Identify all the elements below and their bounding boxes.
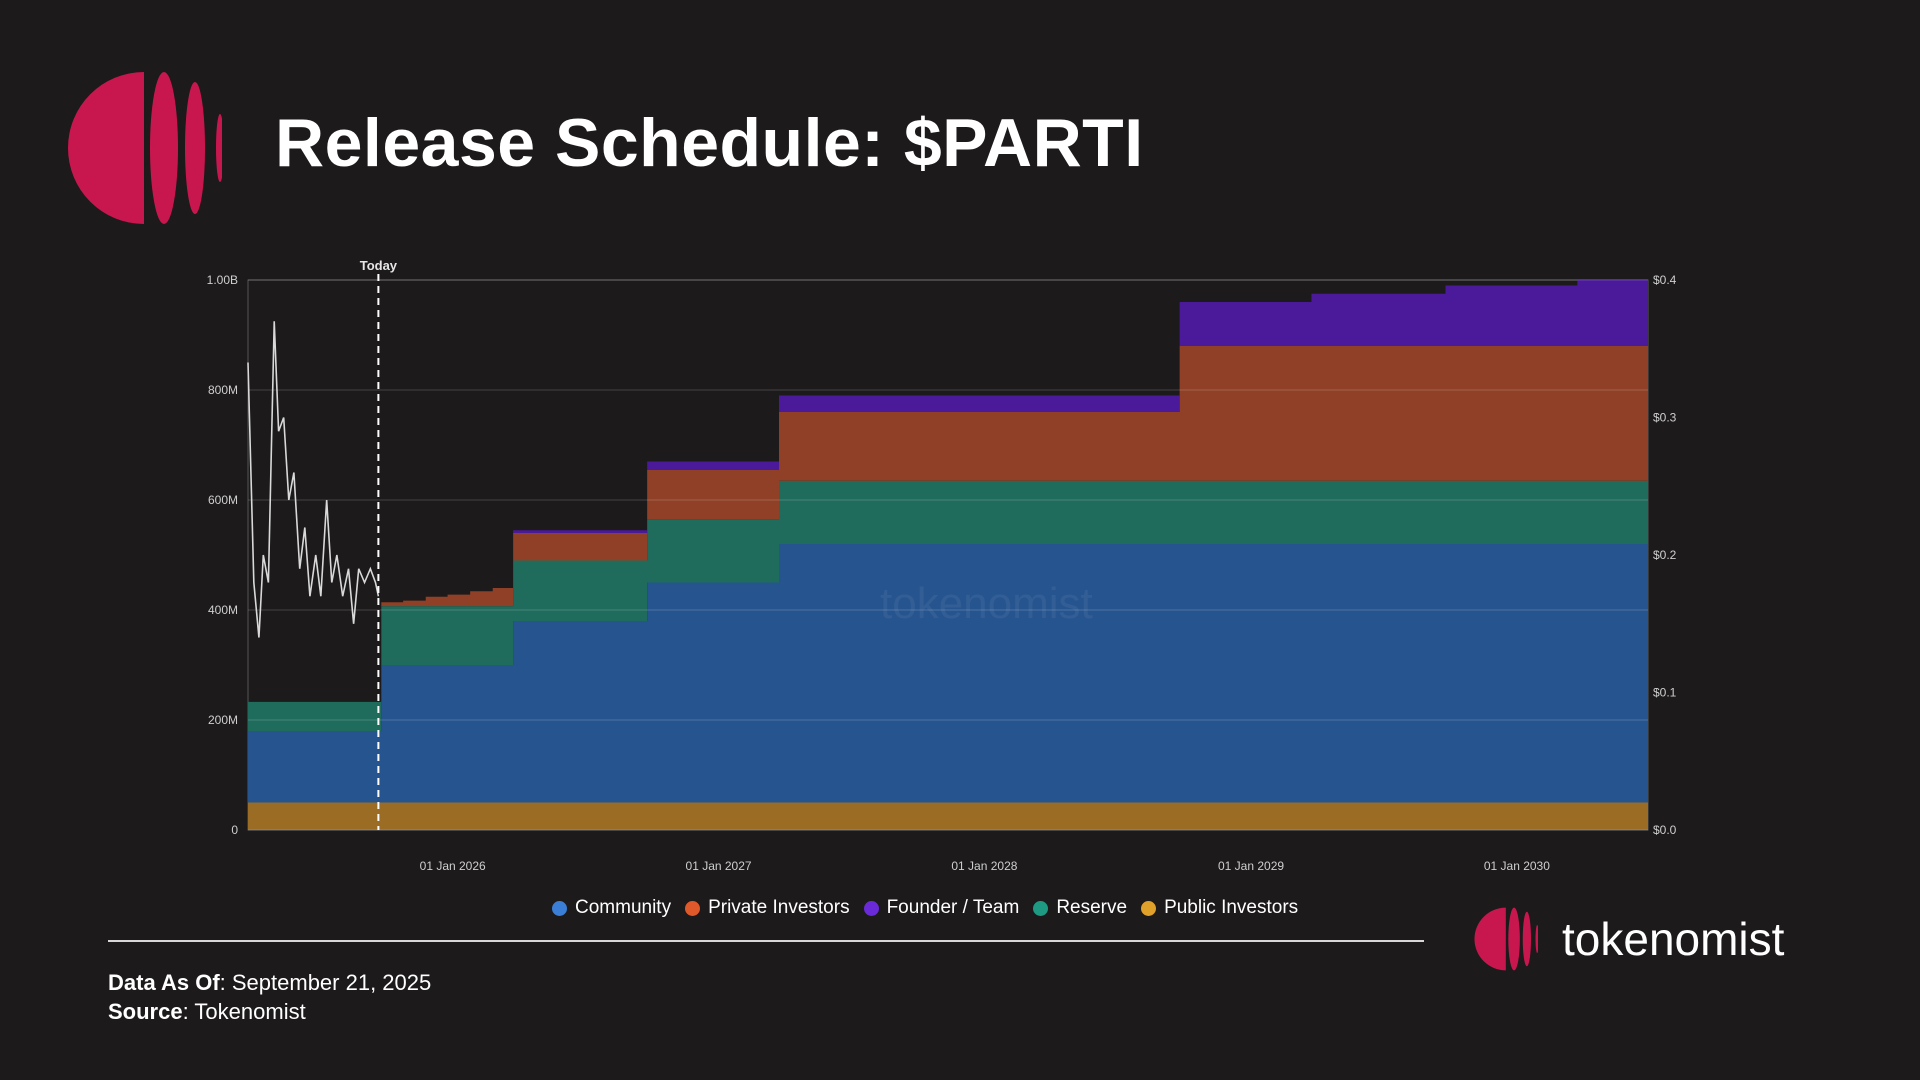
data-as-of: Data As Of: September 21, 2025 xyxy=(108,970,431,996)
source-line: Source: Tokenomist xyxy=(108,999,306,1025)
footer-divider xyxy=(108,940,1424,942)
y-left-tick-label: 400M xyxy=(208,603,238,617)
legend-label-public-investors: Public Investors xyxy=(1164,897,1299,918)
area-founder-team xyxy=(248,278,1648,702)
source-value: : Tokenomist xyxy=(182,999,306,1024)
x-tick-label: 01 Jan 2029 xyxy=(1218,859,1284,873)
data-as-of-value: : September 21, 2025 xyxy=(219,970,432,995)
area-reserve xyxy=(248,480,1648,731)
data-as-of-label: Data As Of xyxy=(108,970,220,995)
legend-item-public-investors[interactable]: Public Investors xyxy=(1141,897,1298,919)
area-private-investors xyxy=(248,346,1648,702)
tokenomist-logo xyxy=(68,72,222,224)
legend-swatch-founder-team xyxy=(863,900,879,916)
y-right-tick-label: $0.3 xyxy=(1653,411,1677,425)
y-right-tick-label: $0.1 xyxy=(1653,686,1677,700)
legend-swatch-reserve xyxy=(1033,900,1049,916)
today-label: Today xyxy=(360,258,398,273)
page-title: Release Schedule: $PARTI xyxy=(275,105,1144,181)
y-left-tick-label: 800M xyxy=(208,383,238,397)
logo-ring-1 xyxy=(150,72,178,224)
legend-swatch-community xyxy=(552,900,567,916)
area-community xyxy=(248,544,1648,803)
legend-swatch-public-investors xyxy=(1141,900,1157,916)
legend-item-reserve[interactable]: Reserve xyxy=(1033,897,1127,919)
brand-name: tokenomist xyxy=(1562,913,1785,965)
y-left-tick-label: 0 xyxy=(231,823,238,837)
price-line xyxy=(247,321,380,638)
x-tick-label: 01 Jan 2026 xyxy=(420,859,486,873)
brand-logo-icon xyxy=(1474,907,1538,971)
legend-label-founder-team: Founder / Team xyxy=(886,897,1020,918)
x-tick-label: 01 Jan 2028 xyxy=(951,859,1017,873)
y-left-tick-label: 600M xyxy=(208,493,238,507)
watermark: tokenomist xyxy=(880,579,1093,628)
logo-half-disc xyxy=(68,72,144,224)
y-right-tick-label: $0.2 xyxy=(1653,548,1677,562)
legend-label-private-investors: Private Investors xyxy=(708,897,850,918)
legend-label-reserve: Reserve xyxy=(1056,897,1128,918)
legend-label-community: Community xyxy=(575,897,672,918)
brand-block: tokenomist xyxy=(1472,906,1784,972)
y-left-tick-label: 200M xyxy=(208,713,238,727)
area-public-investors xyxy=(248,802,1648,830)
x-tick-label: 01 Jan 2030 xyxy=(1484,859,1550,873)
logo-ring-2 xyxy=(185,82,205,214)
y-right-tick-label: $0.0 xyxy=(1653,823,1677,837)
logo-ring-3 xyxy=(216,114,222,182)
y-right-tick-label: $0.4 xyxy=(1653,273,1677,287)
source-label: Source xyxy=(108,999,183,1024)
x-tick-label: 01 Jan 2027 xyxy=(686,859,752,873)
legend-item-founder-team[interactable]: Founder / Team xyxy=(863,897,1020,919)
legend-item-private-investors[interactable]: Private Investors xyxy=(685,897,850,919)
y-left-tick-label: 1.00B xyxy=(207,273,238,287)
legend-item-community[interactable]: Community xyxy=(552,897,671,919)
legend-swatch-private-investors xyxy=(685,900,701,916)
